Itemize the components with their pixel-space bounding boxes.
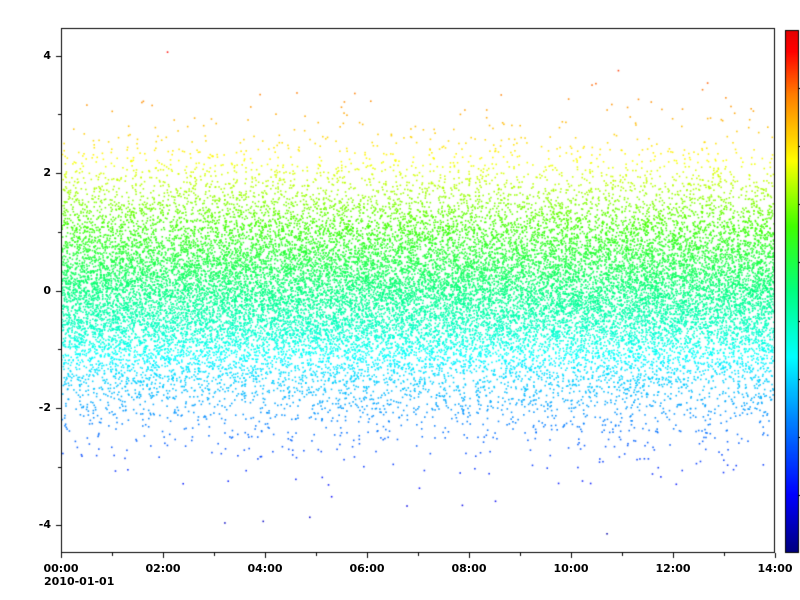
x-axis-tick-label: 08:00 xyxy=(451,562,487,575)
x-axis-tick-label: 00:00 xyxy=(43,562,79,575)
x-axis-tick-label: 12:00 xyxy=(655,562,691,575)
y-axis-tick-label: 2 xyxy=(43,166,51,180)
x-axis-tick-label: 14:00 xyxy=(757,562,793,575)
y-axis-tick-label: 4 xyxy=(43,48,51,62)
x-axis-tick-label: 02:00 xyxy=(145,562,181,575)
x-axis-date-label: 2010-01-01 xyxy=(44,575,115,588)
y-axis-tick-label: 0 xyxy=(43,283,51,297)
x-axis-tick-label: 04:00 xyxy=(247,562,283,575)
y-axis-tick-label: -4 xyxy=(38,518,51,532)
x-axis-tick-label: 10:00 xyxy=(553,562,589,575)
y-axis-tick-label: -2 xyxy=(38,400,51,414)
x-axis-tick-label: 06:00 xyxy=(349,562,385,575)
